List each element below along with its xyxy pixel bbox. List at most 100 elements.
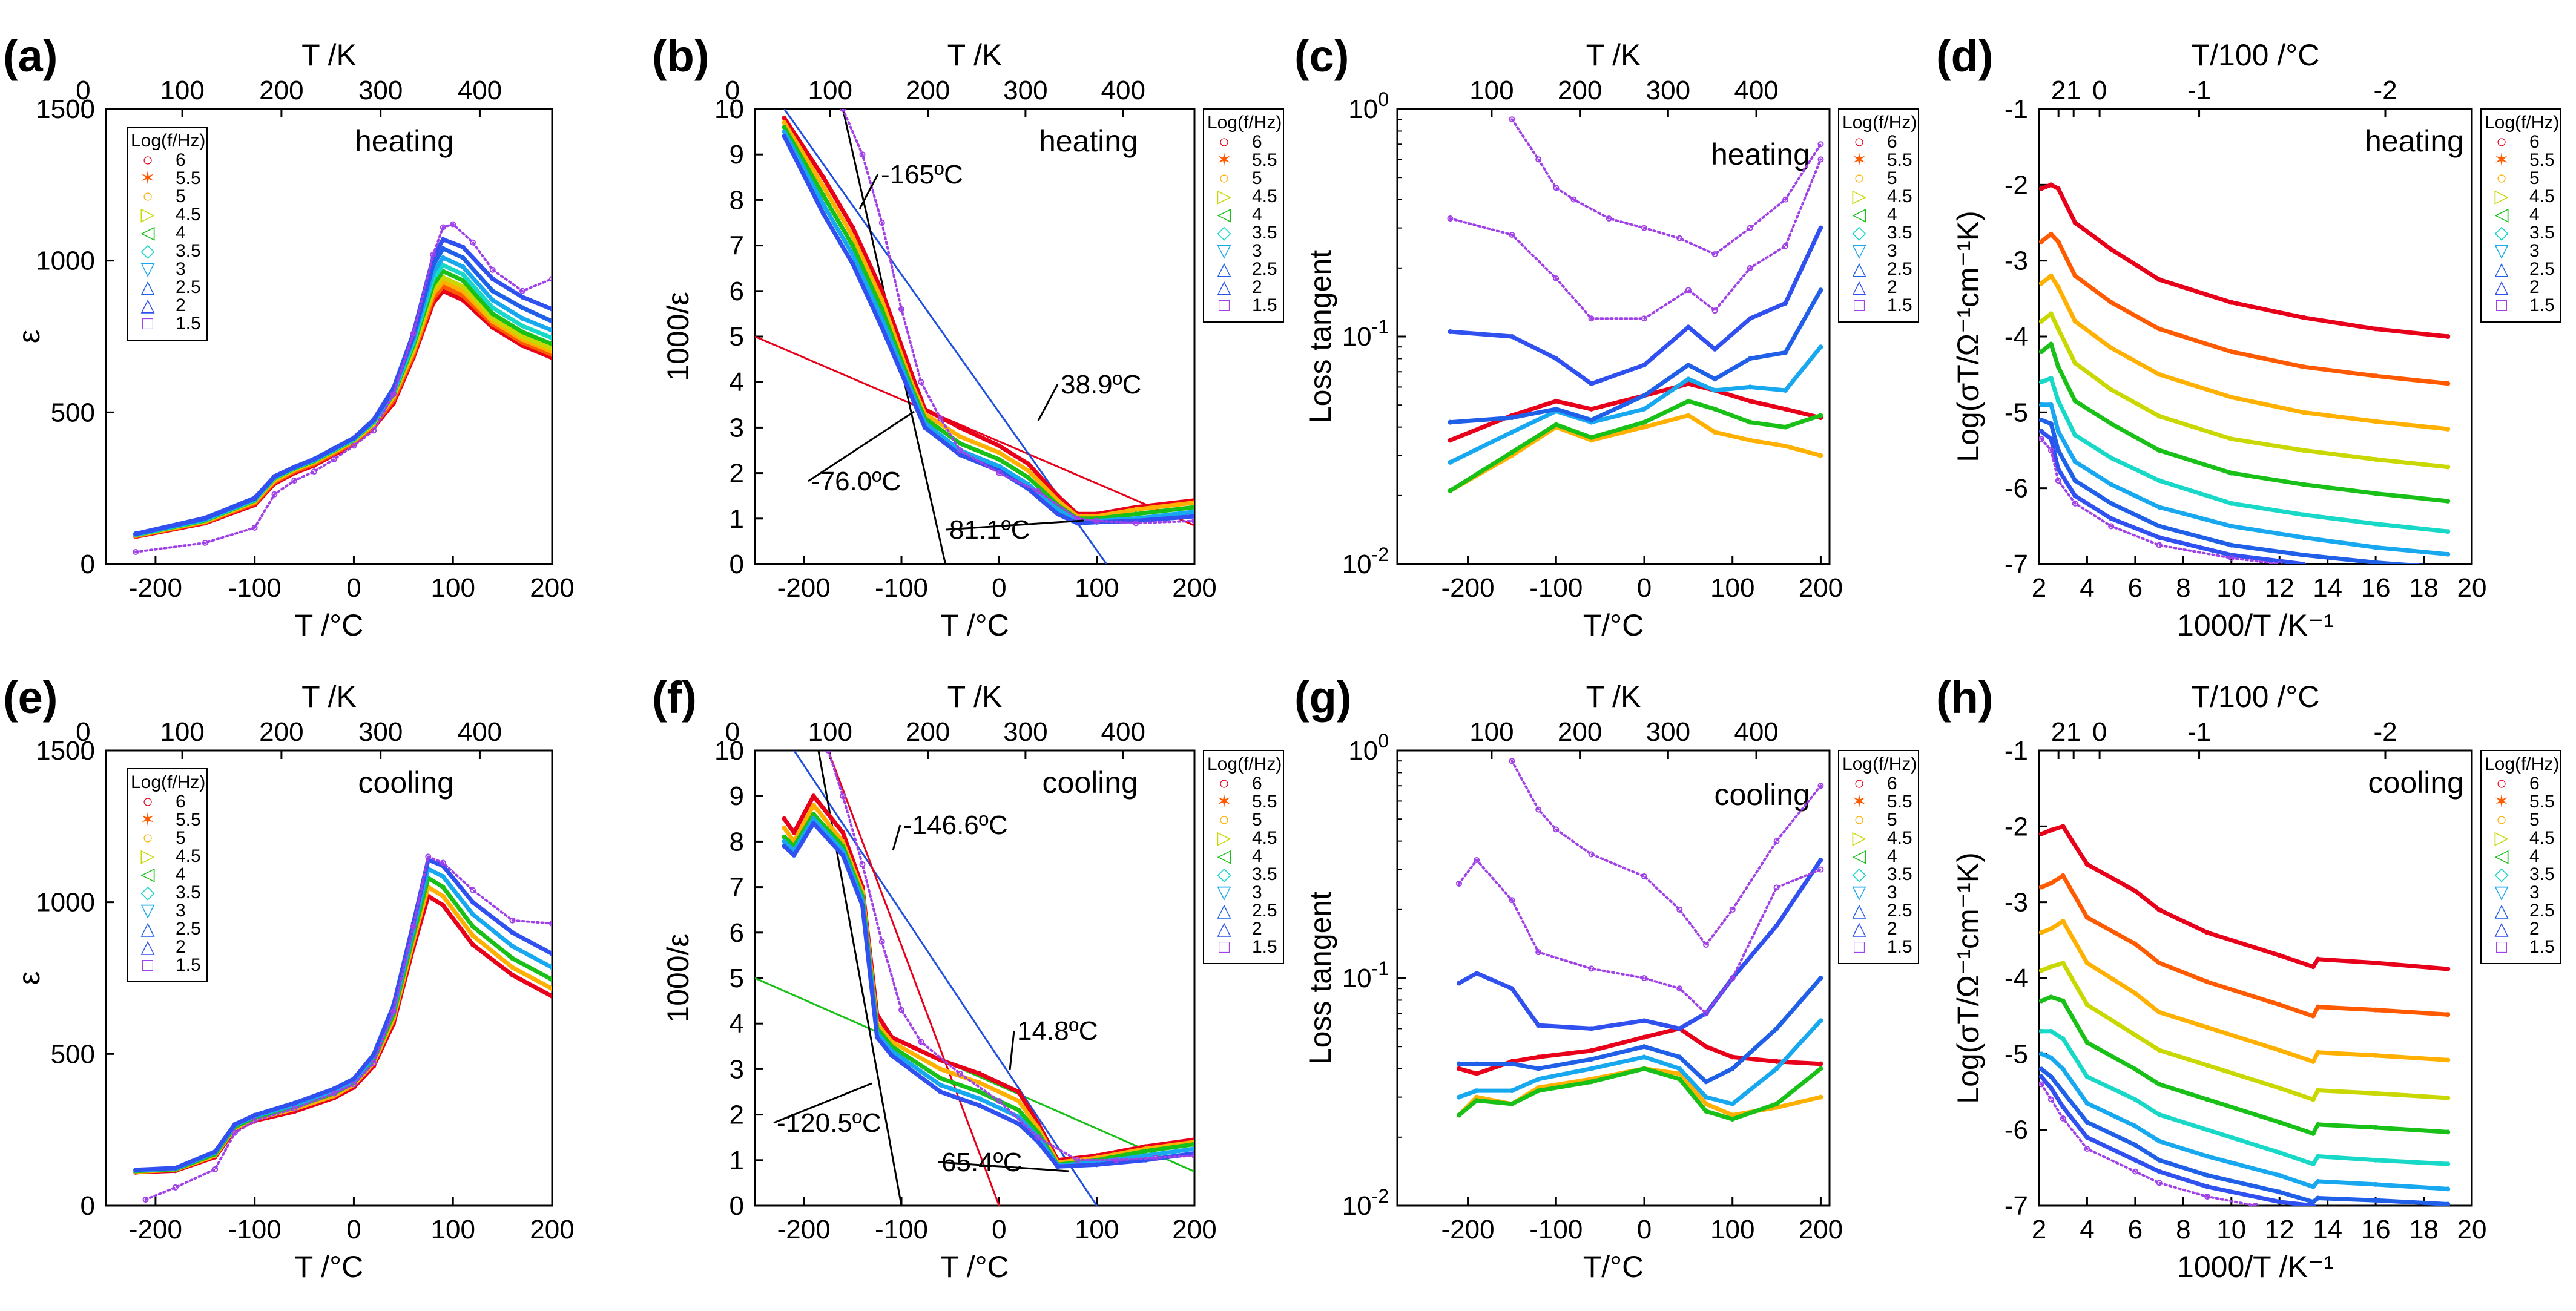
data-point bbox=[549, 275, 552, 282]
data-point bbox=[1589, 417, 1594, 422]
top-tick-label: -1 bbox=[2187, 76, 2211, 105]
fit-line bbox=[755, 977, 1194, 1172]
data-point bbox=[1192, 505, 1194, 510]
x-tick-label: 18 bbox=[2409, 573, 2439, 603]
y-tick-label: 8 bbox=[730, 827, 744, 856]
data-point bbox=[2072, 398, 2078, 404]
legend-entry: 1.5 bbox=[2529, 937, 2555, 957]
x-tick-label: 0 bbox=[346, 1215, 361, 1244]
legend-title: Log(f/Hz) bbox=[2485, 113, 2559, 133]
x-tick-label: 100 bbox=[431, 1215, 475, 1244]
data-point bbox=[371, 1060, 377, 1066]
data-point bbox=[2315, 956, 2321, 962]
data-point bbox=[490, 311, 495, 317]
data-point bbox=[2301, 535, 2306, 540]
data-point bbox=[2228, 470, 2234, 476]
data-point bbox=[1677, 1076, 1682, 1082]
data-point bbox=[2156, 907, 2162, 913]
data-point bbox=[1642, 1034, 1647, 1040]
data-point bbox=[2060, 1089, 2066, 1094]
data-point bbox=[1535, 806, 1542, 813]
data-point bbox=[2373, 1198, 2379, 1203]
data-series-2 bbox=[1448, 226, 1823, 386]
data-point bbox=[1783, 444, 1788, 449]
data-point bbox=[1016, 1121, 1021, 1126]
legend-entry: 4.5 bbox=[2529, 828, 2555, 848]
legend-entry: 5 bbox=[176, 828, 186, 848]
data-point bbox=[1677, 1066, 1682, 1071]
plot-area bbox=[1456, 758, 1824, 1122]
data-point bbox=[1536, 1076, 1541, 1082]
data-point bbox=[957, 441, 963, 446]
data-point bbox=[351, 435, 357, 441]
data-point bbox=[1447, 215, 1454, 222]
data-point bbox=[2084, 1135, 2090, 1140]
data-point bbox=[811, 794, 816, 799]
y-tick-label: -2 bbox=[2004, 170, 2028, 200]
data-point bbox=[1704, 1108, 1708, 1114]
data-point bbox=[371, 417, 377, 422]
legend-marker: ▷ bbox=[2494, 828, 2508, 848]
data-series-2.5 bbox=[1448, 288, 1823, 425]
legend-entry: 2.5 bbox=[1887, 901, 1912, 921]
x-tick-label: -200 bbox=[129, 1215, 182, 1244]
data-point bbox=[879, 315, 884, 321]
data-point bbox=[550, 977, 552, 982]
legend-entry: 2.5 bbox=[2529, 259, 2555, 279]
data-point bbox=[791, 830, 797, 835]
data-point bbox=[2310, 1203, 2316, 1206]
data-series-2 bbox=[133, 237, 552, 536]
data-point bbox=[1191, 518, 1194, 524]
x-tick-label: 8 bbox=[2176, 573, 2190, 603]
data-point bbox=[2373, 1157, 2379, 1163]
data-point bbox=[1711, 307, 1718, 314]
data-point bbox=[2039, 831, 2044, 836]
data-point bbox=[2373, 491, 2379, 496]
y-axis-label: Log(σT/Ω⁻¹cm⁻¹K) bbox=[1951, 211, 1985, 462]
data-point bbox=[1588, 851, 1595, 858]
data-point bbox=[996, 464, 1002, 469]
data-point bbox=[460, 245, 466, 250]
top-tick-label: 300 bbox=[358, 76, 403, 105]
top-tick-label: 0 bbox=[725, 76, 740, 105]
data-series-6 bbox=[1448, 381, 1823, 442]
data-point bbox=[550, 965, 552, 970]
data-point bbox=[1509, 758, 1515, 764]
data-point bbox=[1536, 1054, 1541, 1060]
data-point bbox=[2084, 1146, 2090, 1152]
data-point bbox=[1509, 116, 1515, 123]
data-point bbox=[550, 352, 552, 358]
data-point bbox=[938, 1082, 943, 1088]
x-tick-label: 0 bbox=[1637, 573, 1652, 603]
data-point bbox=[1642, 1018, 1647, 1024]
legend-title: Log(f/Hz) bbox=[131, 131, 205, 151]
data-point bbox=[2108, 523, 2115, 530]
legend-marker: ▷ bbox=[1852, 186, 1866, 206]
data-point bbox=[1457, 981, 1461, 986]
data-series-1.5a bbox=[1449, 158, 1822, 320]
data-point bbox=[1685, 287, 1692, 294]
data-point bbox=[2156, 524, 2162, 529]
top-axis-label: T /K bbox=[1586, 680, 1641, 714]
data-point bbox=[1055, 511, 1061, 517]
top-tick-label: 1 bbox=[2066, 717, 2081, 747]
legend-marker: □ bbox=[142, 955, 154, 975]
legend-entry: 3 bbox=[1252, 241, 1262, 261]
data-point bbox=[1474, 857, 1480, 864]
legend-title: Log(f/Hz) bbox=[1207, 754, 1282, 774]
data-point bbox=[519, 305, 525, 310]
legend-marker: ◁ bbox=[2494, 846, 2508, 866]
data-series-1.5 bbox=[2040, 438, 2281, 564]
data-point bbox=[2315, 1154, 2321, 1159]
data-series-4 bbox=[1457, 1066, 1823, 1122]
legend-entry: 2 bbox=[1252, 277, 1262, 297]
panel-label: (d) bbox=[1936, 31, 1994, 81]
data-point bbox=[2446, 566, 2449, 570]
data-point bbox=[1747, 398, 1753, 404]
data-point bbox=[133, 1167, 139, 1172]
data-point bbox=[2373, 960, 2379, 965]
y-tick-label: 100 bbox=[1348, 88, 1389, 124]
data-point bbox=[1035, 488, 1041, 494]
fit-line bbox=[827, 751, 1000, 1206]
